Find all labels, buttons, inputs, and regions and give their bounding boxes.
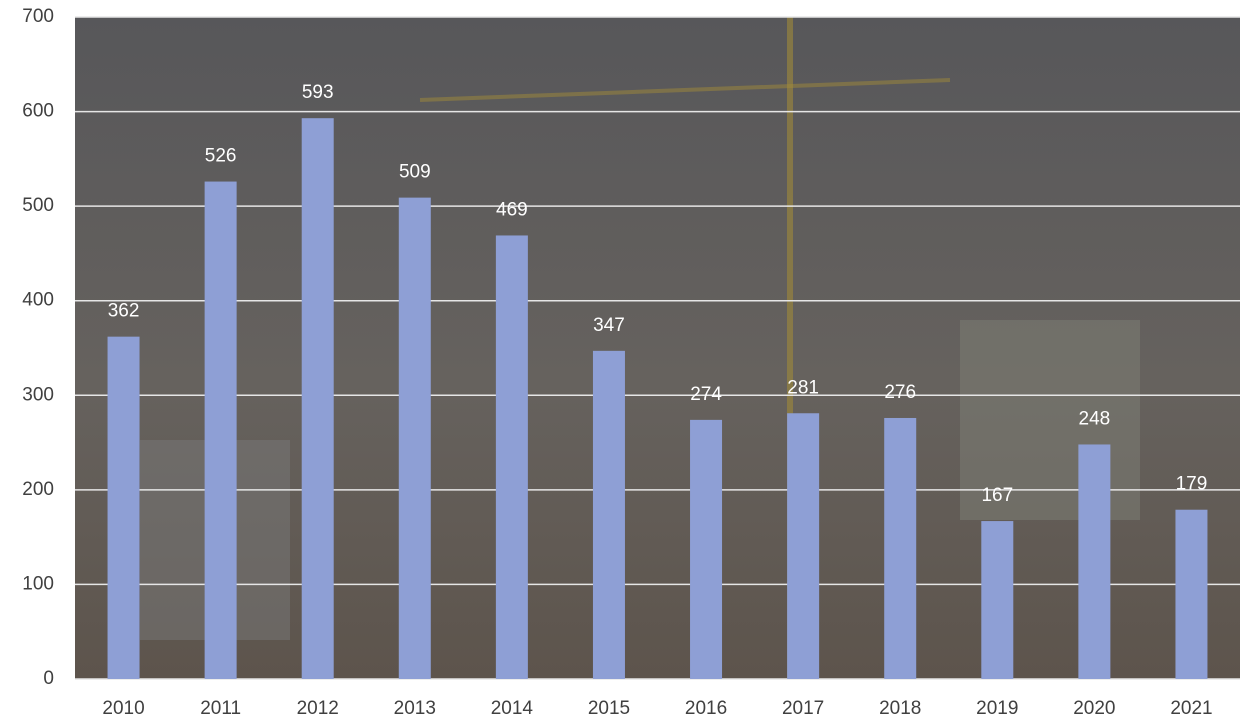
bar bbox=[981, 521, 1013, 679]
value-label: 362 bbox=[108, 301, 140, 322]
bar bbox=[690, 420, 722, 679]
y-tick-label: 600 bbox=[22, 101, 54, 122]
value-label: 526 bbox=[205, 146, 237, 167]
value-label: 167 bbox=[981, 485, 1013, 506]
y-tick-label: 400 bbox=[22, 290, 54, 311]
y-tick-label: 300 bbox=[22, 384, 54, 405]
x-tick-label: 2014 bbox=[491, 698, 534, 719]
bar bbox=[1078, 444, 1110, 679]
bar bbox=[302, 118, 334, 679]
bar bbox=[205, 182, 237, 679]
y-tick-label: 500 bbox=[22, 195, 54, 216]
value-label: 347 bbox=[593, 315, 625, 336]
bar bbox=[496, 235, 528, 679]
x-tick-label: 2017 bbox=[782, 698, 824, 719]
value-label: 593 bbox=[302, 82, 334, 103]
x-tick-label: 2016 bbox=[685, 698, 727, 719]
bar bbox=[884, 418, 916, 679]
x-tick-label: 2021 bbox=[1170, 698, 1212, 719]
y-tick-label: 0 bbox=[43, 668, 54, 689]
bar bbox=[593, 351, 625, 679]
x-tick-label: 2020 bbox=[1073, 698, 1115, 719]
value-label: 274 bbox=[690, 384, 722, 405]
x-tick-label: 2010 bbox=[102, 698, 144, 719]
x-tick-label: 2012 bbox=[297, 698, 339, 719]
chart: 0 100 200 300 400 500 600 700 2010 362 2011 526 2012… bbox=[0, 0, 1242, 724]
value-label: 509 bbox=[399, 162, 431, 183]
x-tick-label: 2019 bbox=[976, 698, 1018, 719]
value-label: 179 bbox=[1176, 474, 1208, 495]
bar bbox=[787, 413, 819, 679]
x-tick-label: 2013 bbox=[394, 698, 436, 719]
bar bbox=[1175, 510, 1207, 679]
value-label: 281 bbox=[787, 377, 819, 398]
value-label: 276 bbox=[884, 382, 916, 403]
value-label: 469 bbox=[496, 199, 528, 220]
y-tick-label: 100 bbox=[22, 573, 54, 594]
y-tick-label: 200 bbox=[22, 479, 54, 500]
bar bbox=[108, 337, 140, 679]
y-tick-label: 700 bbox=[22, 6, 54, 27]
x-tick-label: 2015 bbox=[588, 698, 630, 719]
value-label: 248 bbox=[1079, 408, 1111, 429]
x-tick-label: 2018 bbox=[879, 698, 921, 719]
x-tick-label: 2011 bbox=[200, 698, 241, 719]
bar bbox=[399, 198, 431, 679]
